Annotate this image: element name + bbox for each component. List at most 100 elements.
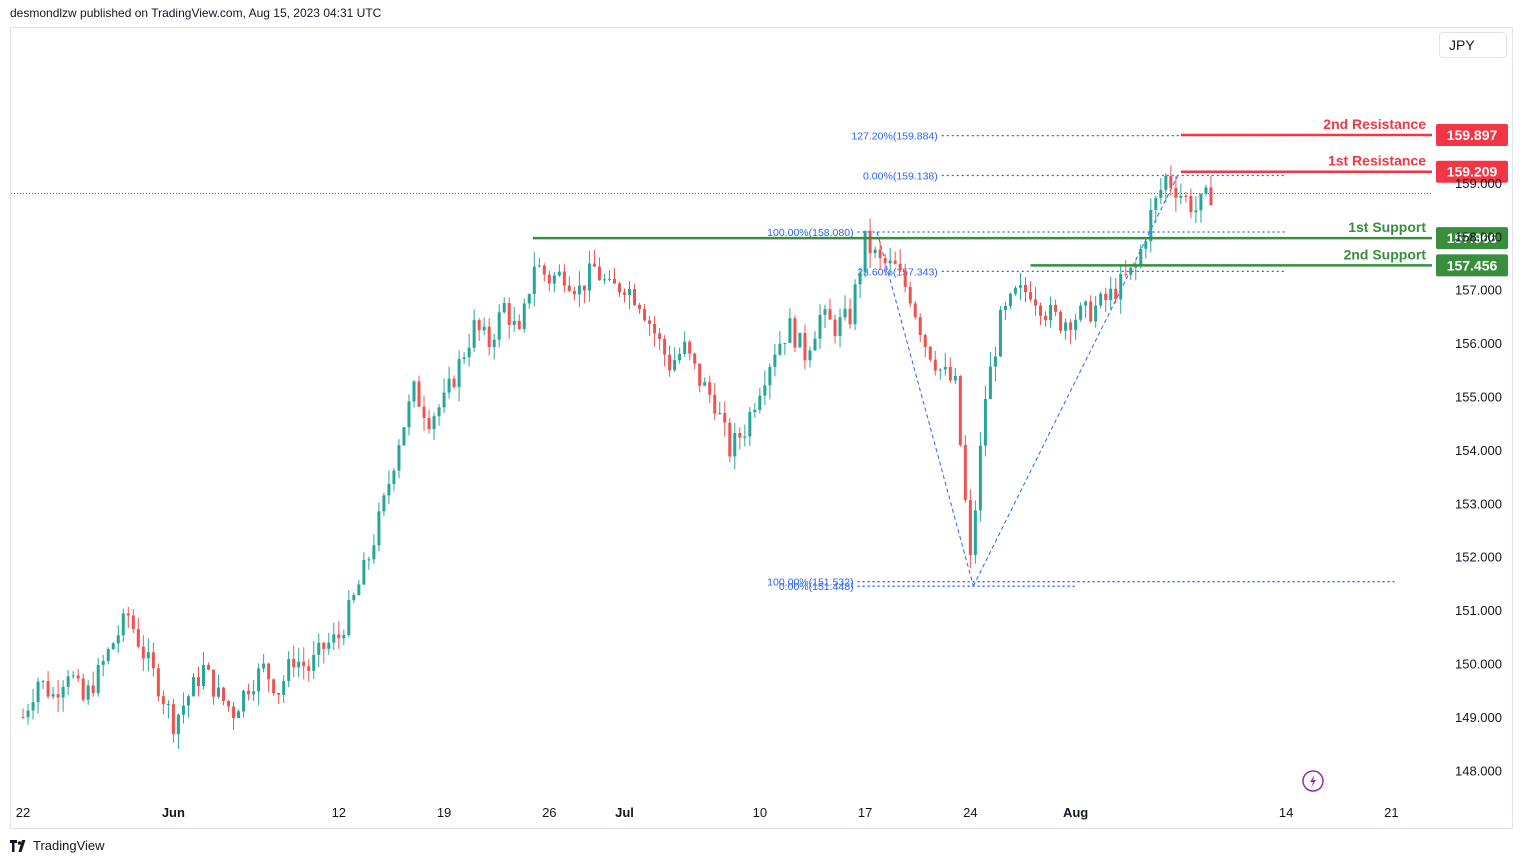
candle <box>76 668 80 683</box>
candle <box>247 683 251 701</box>
candle <box>1199 193 1203 223</box>
candle <box>457 350 461 402</box>
candle <box>978 432 982 522</box>
candle <box>317 633 321 668</box>
candle <box>1169 165 1173 196</box>
candle <box>1194 196 1198 224</box>
candle <box>312 641 316 680</box>
candle <box>412 379 416 408</box>
candle <box>658 328 662 351</box>
candle <box>472 309 476 352</box>
candle <box>352 592 356 604</box>
candle <box>447 366 451 399</box>
candle <box>718 401 722 415</box>
candle <box>968 489 972 569</box>
candle <box>728 418 732 463</box>
candle <box>577 271 581 308</box>
candle <box>1129 267 1133 280</box>
candle <box>332 622 336 651</box>
candle <box>1094 295 1098 328</box>
level-name: 1st Resistance <box>1328 153 1426 169</box>
lightning-icon[interactable] <box>1302 770 1324 792</box>
x-tick-label: 14 <box>1279 805 1293 820</box>
footer: TradingView <box>10 838 105 853</box>
candle <box>703 377 707 387</box>
y-tick-label: 149.000 <box>1455 710 1502 725</box>
candle <box>663 335 667 367</box>
candle <box>196 666 200 697</box>
candle <box>1023 276 1028 303</box>
candle <box>81 673 85 703</box>
y-tick-label: 152.000 <box>1455 550 1502 565</box>
currency-selector[interactable]: JPY <box>1439 32 1507 58</box>
candle <box>562 264 566 293</box>
x-tick-label: 12 <box>332 805 346 820</box>
candle <box>422 395 426 431</box>
candle <box>1149 198 1153 253</box>
candle <box>186 694 190 718</box>
candle <box>748 406 752 446</box>
candle <box>287 651 291 688</box>
candle <box>678 347 682 364</box>
candle <box>778 331 782 357</box>
y-tick-label: 154.000 <box>1455 443 1502 458</box>
candle <box>673 347 677 372</box>
level-name: 2nd Support <box>1344 246 1427 262</box>
candle <box>432 412 436 441</box>
level-price-tag: 159.897 <box>1436 123 1508 146</box>
svg-text:159.209: 159.209 <box>1447 164 1498 180</box>
candle <box>21 708 25 719</box>
candle <box>973 500 977 564</box>
level-name: 1st Support <box>1348 219 1426 235</box>
candle <box>156 663 160 702</box>
candle <box>617 281 622 298</box>
candle <box>532 252 536 307</box>
candle <box>257 663 261 706</box>
candle <box>567 276 571 293</box>
candle <box>1029 281 1033 302</box>
candle <box>1079 302 1083 323</box>
candle <box>798 332 802 348</box>
candle <box>713 383 717 420</box>
fib-level-label: 0.00%(151.448) <box>779 581 854 593</box>
candle <box>783 342 787 355</box>
candle <box>176 713 180 749</box>
candle <box>1049 296 1053 328</box>
candle <box>1059 310 1063 334</box>
level-price-tag: 159.209 <box>1436 160 1508 183</box>
candle <box>56 680 60 712</box>
candle <box>26 703 30 725</box>
candle <box>908 281 912 308</box>
candle <box>763 370 767 405</box>
candle <box>858 267 862 299</box>
candle <box>462 352 466 364</box>
candle <box>668 345 672 377</box>
candle <box>653 316 657 347</box>
candle <box>357 579 361 596</box>
candle <box>91 671 95 697</box>
candle <box>1164 173 1168 203</box>
candle <box>683 331 687 357</box>
candle <box>708 375 712 403</box>
x-tick-label: Jul <box>615 805 634 820</box>
y-tick-label: 157.000 <box>1455 283 1502 298</box>
candle <box>252 680 256 701</box>
candle <box>222 686 226 706</box>
candle <box>36 677 40 714</box>
candle <box>953 368 957 385</box>
candle <box>347 590 351 638</box>
candle <box>61 680 65 712</box>
candle <box>552 272 556 293</box>
candle <box>1184 192 1188 203</box>
candle <box>452 375 456 389</box>
candle <box>1154 195 1158 223</box>
candle <box>136 617 140 649</box>
candle <box>1159 177 1163 205</box>
candle <box>1189 188 1193 219</box>
candle <box>392 468 396 492</box>
candle <box>46 671 50 699</box>
candle <box>377 502 381 552</box>
candle <box>161 690 165 715</box>
candle <box>151 642 155 677</box>
